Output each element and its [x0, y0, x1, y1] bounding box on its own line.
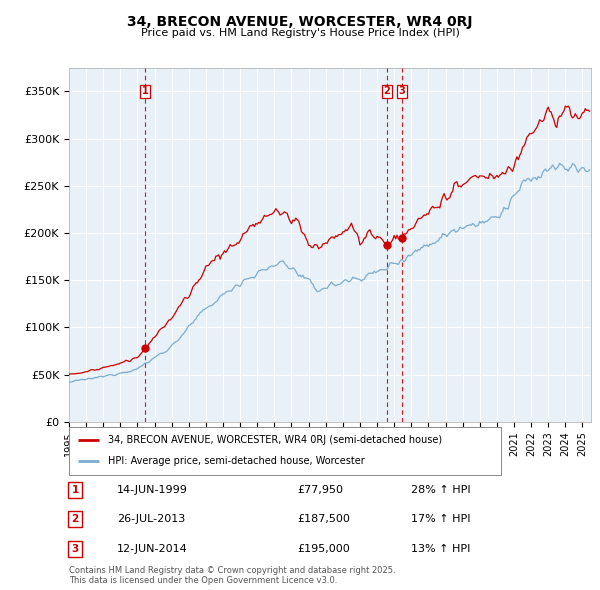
Text: HPI: Average price, semi-detached house, Worcester: HPI: Average price, semi-detached house,…: [108, 457, 365, 467]
Text: 2: 2: [383, 87, 390, 96]
Text: 12-JUN-2014: 12-JUN-2014: [117, 544, 188, 553]
Text: £187,500: £187,500: [297, 514, 350, 524]
Text: Price paid vs. HM Land Registry's House Price Index (HPI): Price paid vs. HM Land Registry's House …: [140, 28, 460, 38]
Text: 1: 1: [71, 485, 79, 494]
Text: 14-JUN-1999: 14-JUN-1999: [117, 485, 188, 494]
Text: 26-JUL-2013: 26-JUL-2013: [117, 514, 185, 524]
Text: £77,950: £77,950: [297, 485, 343, 494]
Text: 17% ↑ HPI: 17% ↑ HPI: [411, 514, 470, 524]
Text: 3: 3: [398, 87, 405, 96]
Text: 13% ↑ HPI: 13% ↑ HPI: [411, 544, 470, 553]
Text: 34, BRECON AVENUE, WORCESTER, WR4 0RJ (semi-detached house): 34, BRECON AVENUE, WORCESTER, WR4 0RJ (s…: [108, 435, 442, 445]
Text: 34, BRECON AVENUE, WORCESTER, WR4 0RJ: 34, BRECON AVENUE, WORCESTER, WR4 0RJ: [127, 15, 473, 29]
Text: 3: 3: [71, 544, 79, 553]
Text: 28% ↑ HPI: 28% ↑ HPI: [411, 485, 470, 494]
Text: 2: 2: [71, 514, 79, 524]
Text: 1: 1: [142, 87, 149, 96]
Text: Contains HM Land Registry data © Crown copyright and database right 2025.
This d: Contains HM Land Registry data © Crown c…: [69, 566, 395, 585]
Text: £195,000: £195,000: [297, 544, 350, 553]
